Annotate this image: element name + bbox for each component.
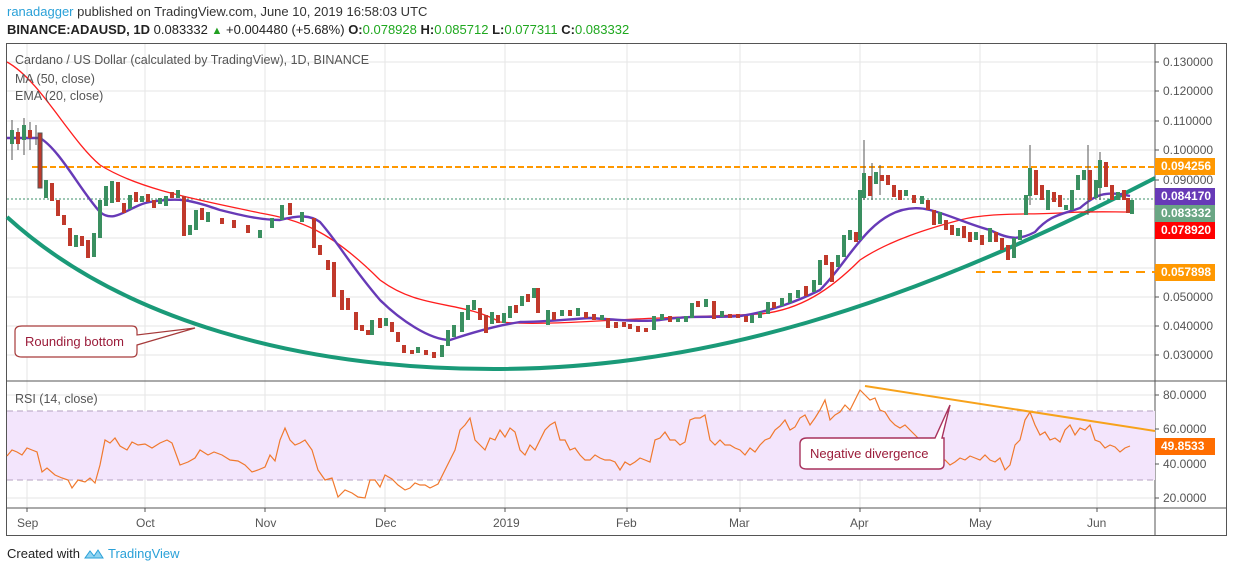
ma-legend[interactable]: MA (50, close)	[15, 72, 95, 86]
created-with-text: Created with	[7, 546, 80, 561]
ema20-line	[7, 136, 1131, 342]
symbol-label: BINANCE:ADAUSD, 1D	[7, 22, 151, 37]
high-label: H:	[420, 22, 435, 37]
ma-price-tag: 0.078920	[1155, 222, 1215, 239]
rounding-bottom-callout	[14, 325, 196, 358]
rsi-axis-label: 80.0000	[1163, 388, 1207, 402]
rounding-bottom-label: Rounding bottom	[25, 334, 125, 349]
rsi-axis-label: 40.0000	[1163, 457, 1207, 471]
rounding-bottom-curve	[5, 176, 1156, 372]
ema-price-tag: 0.084170	[1155, 188, 1215, 205]
tradingview-logo-icon	[84, 548, 104, 558]
ma50-line	[6, 61, 1131, 324]
author-link[interactable]: ranadagger	[7, 4, 74, 19]
publish-info: ranadagger published on TradingView.com,…	[7, 4, 427, 19]
candles	[10, 118, 1134, 358]
negative-divergence-label: Negative divergence	[810, 446, 929, 461]
symbol-ohlc-bar: BINANCE:ADAUSD, 1D 0.083332 ▲ +0.004480 …	[7, 22, 629, 37]
open-value: 0.078928	[362, 22, 417, 37]
price-axis-label: 0.110000	[1163, 114, 1213, 128]
price-axis-label: 0.030000	[1163, 348, 1214, 362]
low-label: L:	[492, 22, 505, 37]
close-value: 0.083332	[574, 22, 630, 37]
price-axis-label: 0.130000	[1163, 55, 1214, 69]
chart-frame	[6, 43, 1227, 536]
rsi-axis-label: 60.0000	[1163, 422, 1207, 436]
x-axis-label: Oct	[136, 516, 155, 530]
high-value: 0.085712	[434, 22, 489, 37]
x-axis-label: May	[969, 516, 992, 530]
divergence-line	[864, 385, 1156, 432]
rsi-band	[7, 411, 1155, 480]
published-text: published on TradingView.com, June 10, 2…	[77, 4, 428, 19]
price-axis-label: 0.120000	[1163, 84, 1214, 98]
support-price-tag: 0.057898	[1155, 264, 1215, 281]
x-axis-label: Apr	[850, 516, 869, 530]
rsi-axis-label: 20.0000	[1163, 491, 1207, 505]
last-price-tag: 0.083332	[1155, 205, 1215, 222]
tradingview-brand-link[interactable]: TradingView	[107, 546, 180, 561]
ema-legend[interactable]: EMA (20, close)	[15, 89, 104, 103]
price-axis-label: 0.100000	[1163, 143, 1214, 157]
rsi-line	[6, 388, 1131, 499]
resistance-price-tag: 0.094256	[1155, 158, 1215, 175]
price-axis-label: 0.090000	[1163, 173, 1214, 187]
rsi-legend[interactable]: RSI (14, close)	[15, 392, 98, 406]
close-label: C:	[561, 22, 575, 37]
price-change: +0.004480 (+5.68%)	[226, 22, 345, 37]
x-axis-label: Jun	[1087, 516, 1107, 530]
rsi-value-tag: 49.8533	[1155, 438, 1215, 455]
footer: Created with TradingView	[7, 546, 180, 561]
x-axis-label: Feb	[616, 516, 637, 530]
up-arrow-icon: ▲	[211, 25, 223, 37]
x-axis-label: Nov	[255, 516, 277, 530]
chart-title: Cardano / US Dollar (calculated by Tradi…	[15, 53, 370, 67]
last-price: 0.083332	[153, 22, 208, 37]
price-axis-label: 0.040000	[1163, 319, 1214, 333]
x-axis-label: Sep	[17, 516, 39, 530]
x-axis-label: Mar	[729, 516, 750, 530]
x-axis-label: Dec	[375, 516, 397, 530]
price-axis-label: 0.050000	[1163, 290, 1214, 304]
x-axis-label: 2019	[493, 516, 520, 530]
low-value: 0.077311	[504, 22, 558, 37]
negative-divergence-callout	[799, 404, 951, 470]
open-label: O:	[348, 22, 363, 37]
